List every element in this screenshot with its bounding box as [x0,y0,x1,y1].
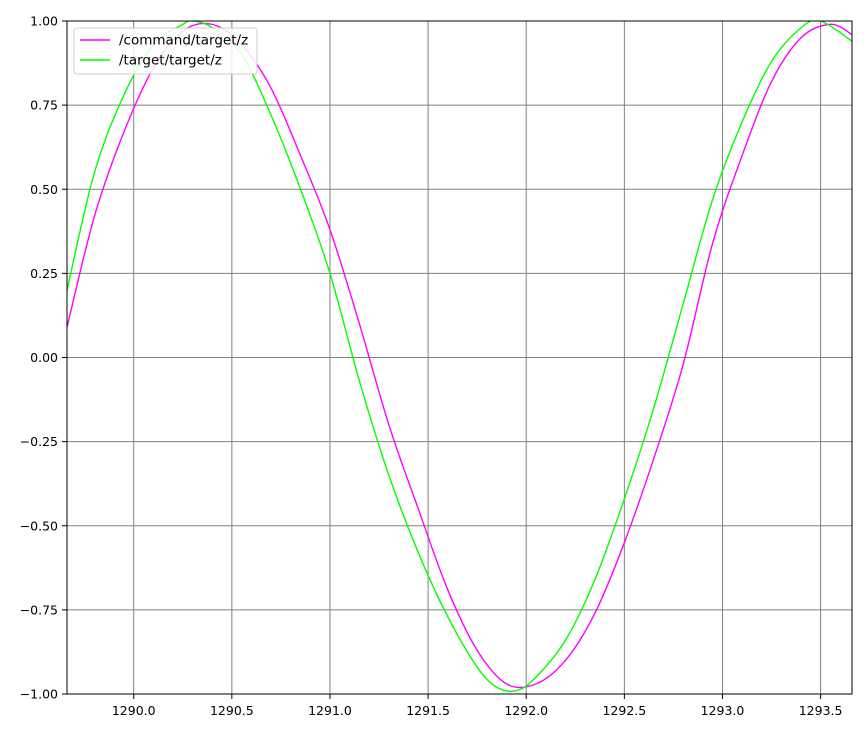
legend-label-command: /command/target/z [119,33,248,49]
x-tick-label: 1290.0 [112,703,156,718]
series-line-0 [67,22,852,689]
x-tick-label: 1292.0 [504,703,548,718]
y-tick-label: 0.00 [30,350,58,365]
x-tick-label: 1291.0 [308,703,352,718]
series-lines [67,21,852,693]
y-tick-label: 0.75 [30,98,58,113]
y-axis-ticks: 1.00 0.75 0.50 0.25 0.00 −0.25 −0.50 −0.75 −1.00 [20,14,67,702]
x-tick-label: 1291.5 [406,703,450,718]
y-tick-label: −0.25 [20,434,58,449]
x-tick-label: 1293.5 [799,703,843,718]
x-tick-label: 1292.5 [602,703,646,718]
legend-box [73,27,258,75]
y-tick-label: −1.00 [20,687,58,702]
y-tick-label: 0.25 [30,266,58,281]
x-axis-ticks: 1290.0 1290.5 1291.0 1291.5 1292.0 1292.5 1293… [112,694,843,718]
legend-label-target: /target/target/z [119,53,222,69]
series-line-1 [67,21,852,693]
x-tick-label: 1293.0 [701,703,745,718]
y-tick-label: −0.75 [20,602,58,617]
y-tick-label: 1.00 [30,14,58,29]
x-tick-label: 1290.5 [210,703,254,718]
y-tick-label: −0.50 [20,518,58,533]
legend: /command/target/z /target/target/z [73,27,258,75]
y-tick-label: 0.50 [30,182,58,197]
